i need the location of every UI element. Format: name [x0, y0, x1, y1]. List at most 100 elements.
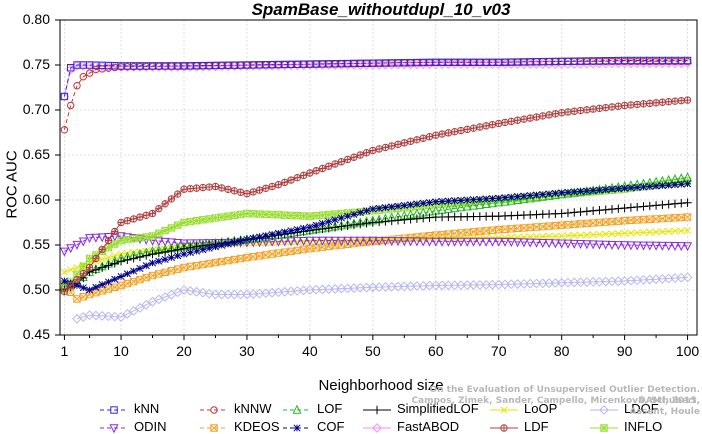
data-point-ldf-cross: [432, 132, 439, 139]
data-point-simplifiedlof: [418, 213, 428, 223]
data-point-odin: [185, 239, 195, 249]
data-point-ldf-cross: [281, 179, 288, 186]
data-point-simplifiedlof: [607, 204, 617, 214]
data-point-cof: [193, 247, 201, 255]
data-point-ldf-cross: [205, 183, 213, 191]
data-point-kdeos: [658, 214, 667, 223]
y-tick-label: 0.55: [22, 236, 50, 252]
data-point-inflo: [174, 221, 182, 229]
data-point-inflo: [312, 211, 320, 220]
data-point-cof: [92, 283, 100, 291]
data-point-inflo: [299, 212, 308, 220]
data-point-ldf-cross: [256, 186, 263, 194]
data-point-ldf-cross: [401, 139, 408, 147]
data-point-odin: [387, 237, 397, 247]
data-point-inflo: [255, 210, 264, 218]
data-point-kdeos: [243, 253, 251, 262]
data-point-ldf-cross: [117, 219, 125, 226]
data-point-ldf-cross: [67, 282, 74, 289]
legend-label-kdeos: KDEOS: [234, 419, 280, 434]
data-point-simplifiedlof: [337, 222, 346, 231]
data-point-odin: [66, 244, 76, 254]
data-point-ldf-cross: [659, 99, 666, 106]
data-point-inflo: [249, 210, 257, 218]
data-point-odin: [469, 237, 479, 247]
data-point-ldf-cross: [419, 135, 427, 142]
data-point-ldf-cross: [627, 101, 635, 109]
x-tick-label: 100: [675, 343, 700, 359]
data-point-inflo: [218, 213, 226, 221]
data-point-simplifiedlof: [557, 209, 566, 218]
data-point-ldof: [90, 310, 101, 321]
data-point-kdeos: [167, 267, 176, 275]
data-point-odin: [487, 237, 497, 247]
data-point-odin: [154, 237, 164, 247]
data-point-cof: [595, 186, 603, 194]
data-point-kdeos: [595, 218, 604, 227]
data-point-cof: [539, 190, 547, 198]
data-point-loop: [306, 237, 314, 245]
data-point-simplifiedlof: [104, 261, 113, 270]
data-point-ldf-cross: [684, 96, 691, 104]
data-point-odin: [343, 236, 353, 246]
data-point-cof: [413, 200, 421, 208]
data-point-kdeos: [174, 265, 182, 273]
data-point-odin: [607, 240, 617, 250]
series-line-ldof: [76, 276, 688, 320]
data-point-ldf-cross: [671, 97, 679, 105]
data-point-odin: [299, 236, 309, 246]
x-tick-label: 60: [427, 343, 444, 359]
data-point-ldf-cross: [199, 184, 207, 191]
legend-marker-lof: [292, 404, 302, 414]
data-point-lof: [443, 203, 453, 213]
legend-label-loop: LoOP: [524, 401, 558, 416]
data-point-cof: [205, 244, 213, 252]
data-point-ldf-cross: [218, 184, 225, 192]
data-point-cof: [262, 232, 270, 240]
data-point-simplifiedlof: [664, 200, 673, 209]
data-point-cof: [117, 272, 125, 281]
data-point-ldf-cross: [344, 156, 351, 163]
data-point-odin: [317, 236, 327, 246]
legend-marker-ldof: [599, 405, 609, 415]
data-point-inflo: [331, 210, 339, 218]
data-point-loop: [501, 234, 509, 242]
data-point-odin: [362, 236, 372, 246]
data-point-ldf-cross: [161, 200, 169, 207]
data-point-loop: [576, 231, 585, 239]
data-point-odin: [368, 236, 378, 246]
data-point-kdeos: [306, 244, 314, 253]
data-point-cof: [224, 240, 232, 248]
data-point-simplifiedlof: [123, 255, 132, 264]
data-point-inflo: [136, 234, 144, 242]
data-point-cof: [576, 187, 585, 196]
data-point-odin: [557, 239, 567, 249]
data-point-odin: [657, 241, 667, 251]
data-point-simplifiedlof: [356, 219, 365, 229]
data-point-cof: [306, 223, 314, 231]
data-point-inflo: [268, 210, 276, 219]
data-point-odin: [450, 237, 460, 247]
data-point-simplifiedlof: [651, 201, 661, 210]
data-point-cof: [111, 275, 119, 283]
data-point-kdeos: [476, 227, 484, 236]
data-point-ldf-cross: [382, 144, 389, 151]
data-point-inflo: [236, 210, 245, 219]
data-point-kdeos: [224, 256, 232, 265]
data-point-ldof: [682, 272, 693, 283]
data-point-lof: [450, 203, 460, 213]
data-point-ldf-cross: [526, 114, 534, 122]
legend-item-knn: [100, 406, 128, 414]
data-point-loop: [312, 237, 320, 245]
data-point-cof: [532, 191, 541, 199]
legend-marker-knn: [110, 406, 118, 414]
data-point-ldf-cross: [438, 130, 446, 138]
data-point-loop: [350, 236, 358, 244]
data-point-odin: [286, 237, 296, 247]
data-point-odin: [355, 236, 365, 246]
data-point-ldof: [191, 286, 202, 297]
data-point-inflo: [325, 210, 333, 219]
data-point-kdeos: [186, 262, 194, 271]
data-point-odin: [620, 241, 630, 251]
